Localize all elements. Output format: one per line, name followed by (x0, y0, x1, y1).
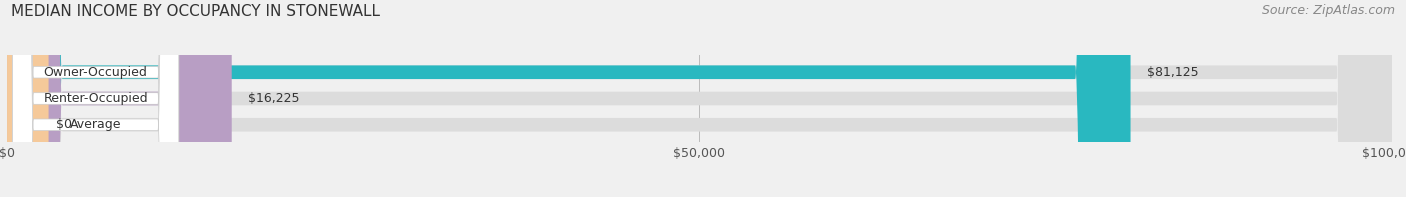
Text: Owner-Occupied: Owner-Occupied (44, 66, 148, 79)
FancyBboxPatch shape (7, 0, 1392, 197)
Text: Source: ZipAtlas.com: Source: ZipAtlas.com (1261, 4, 1395, 17)
Text: Average: Average (70, 118, 121, 131)
FancyBboxPatch shape (13, 0, 179, 197)
Text: $0: $0 (55, 118, 72, 131)
Text: $16,225: $16,225 (249, 92, 299, 105)
Text: Renter-Occupied: Renter-Occupied (44, 92, 148, 105)
FancyBboxPatch shape (7, 0, 1130, 197)
Text: MEDIAN INCOME BY OCCUPANCY IN STONEWALL: MEDIAN INCOME BY OCCUPANCY IN STONEWALL (11, 4, 380, 19)
Text: $81,125: $81,125 (1147, 66, 1199, 79)
FancyBboxPatch shape (7, 0, 232, 197)
FancyBboxPatch shape (7, 0, 1392, 197)
FancyBboxPatch shape (7, 0, 49, 197)
FancyBboxPatch shape (7, 0, 1392, 197)
FancyBboxPatch shape (13, 0, 179, 197)
FancyBboxPatch shape (13, 0, 179, 197)
